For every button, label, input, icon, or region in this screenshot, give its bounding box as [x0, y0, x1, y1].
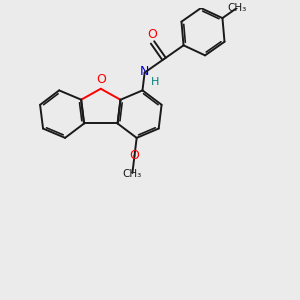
- Text: H: H: [151, 77, 159, 87]
- Text: O: O: [130, 149, 140, 162]
- Text: O: O: [147, 28, 157, 41]
- Text: N: N: [140, 65, 149, 78]
- Text: CH₃: CH₃: [227, 3, 247, 13]
- Text: O: O: [96, 74, 106, 86]
- Text: CH₃: CH₃: [123, 169, 142, 178]
